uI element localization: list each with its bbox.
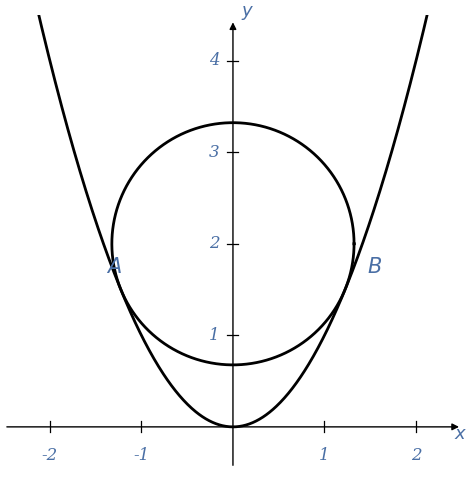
Text: 1: 1 — [209, 327, 219, 344]
Text: $B$: $B$ — [368, 257, 382, 276]
Text: -2: -2 — [42, 447, 58, 464]
Text: 3: 3 — [209, 144, 219, 161]
Text: 2: 2 — [209, 235, 219, 252]
Text: 1: 1 — [319, 447, 330, 464]
Text: $x$: $x$ — [455, 425, 468, 443]
Text: $A$: $A$ — [106, 257, 122, 276]
Text: $y$: $y$ — [241, 4, 254, 22]
Text: 2: 2 — [411, 447, 421, 464]
Text: -1: -1 — [133, 447, 149, 464]
Text: 4: 4 — [209, 52, 219, 69]
